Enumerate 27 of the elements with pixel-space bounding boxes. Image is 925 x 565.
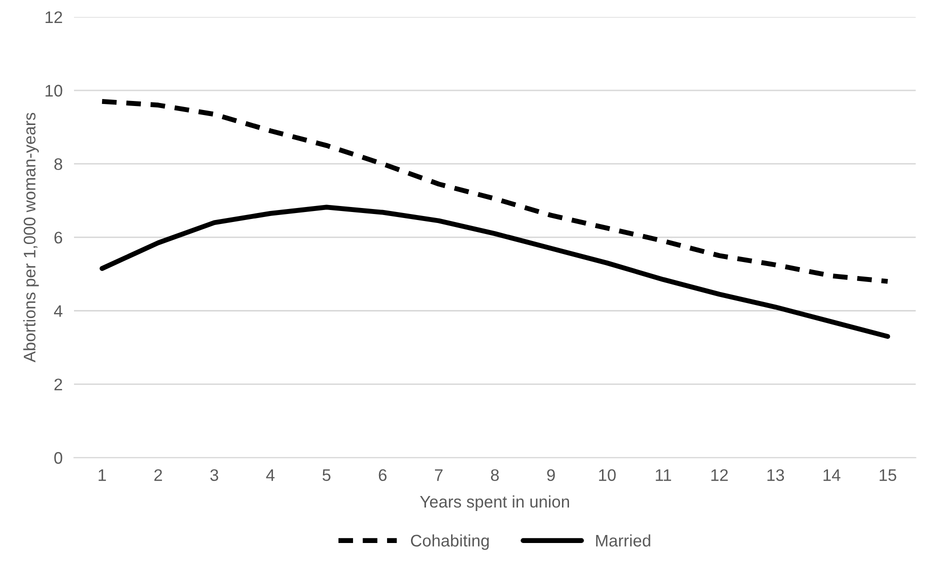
line-series (100, 204, 890, 339)
y-axis-title: Abortions per 1,000 woman-years (23, 112, 39, 362)
x-tick-label: 7 (434, 469, 443, 481)
x-tick-label: 8 (490, 469, 499, 482)
x-tick-label: 9 (547, 469, 555, 482)
legend-label: Cohabiting (410, 534, 489, 550)
y-tick-label: 6 (54, 232, 62, 244)
x-tick-label: 2 (154, 469, 162, 481)
y-tick-label: 2 (54, 378, 62, 390)
x-tick-label: 11 (656, 469, 672, 481)
y-tick-label: 8 (54, 158, 62, 170)
x-tick-label: 10 (599, 469, 616, 482)
x-tick-label: 5 (322, 469, 330, 482)
x-tick-label: 1 (98, 469, 106, 481)
x-tick-label: 13 (767, 469, 784, 482)
y-tick-label: 12 (46, 11, 62, 23)
x-tick-label: 3 (210, 469, 218, 482)
x-tick-label: 14 (824, 469, 840, 481)
legend-label: Married (596, 534, 650, 547)
y-tick-label: 4 (54, 305, 62, 317)
x-tick-label: 15 (880, 469, 896, 482)
x-tick-label: 12 (711, 469, 728, 481)
x-axis-title: Years spent in union (420, 495, 570, 511)
x-tick-label: 4 (266, 469, 275, 481)
x-tick-label: 6 (378, 469, 387, 482)
y-tick-label: 0 (54, 452, 62, 464)
y-tick-label: 10 (46, 84, 62, 97)
